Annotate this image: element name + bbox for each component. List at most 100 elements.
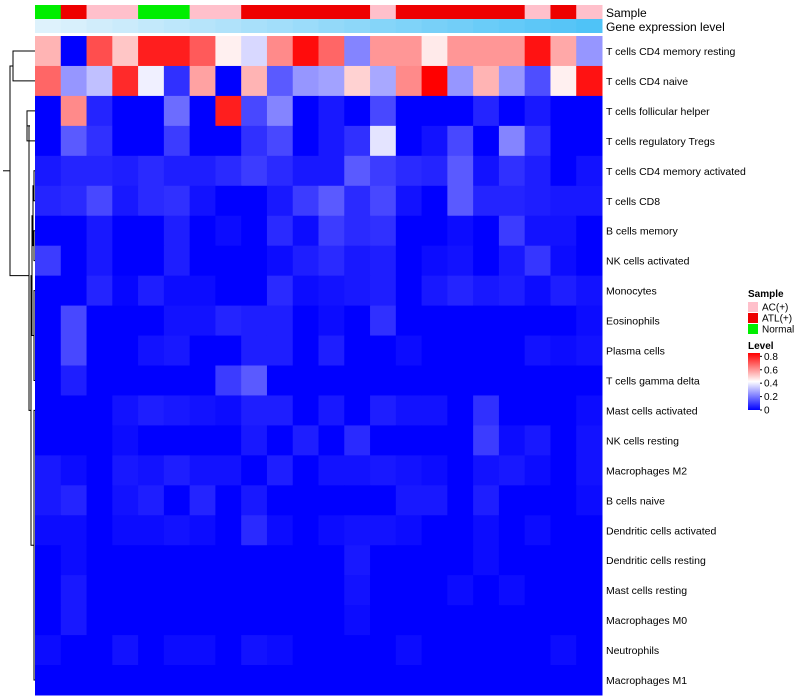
heatmap-cell — [473, 95, 500, 127]
heatmap-cell — [498, 215, 526, 247]
sample-annotation-cell — [524, 5, 551, 19]
heatmap-cell — [241, 36, 268, 67]
heatmap-cell — [395, 635, 423, 666]
heatmap-cell — [189, 575, 216, 606]
heatmap-cell — [421, 215, 448, 247]
heatmap-cell — [344, 245, 371, 277]
heatmap-cell — [395, 545, 423, 576]
legend-entry-label: ATL(+) — [762, 314, 792, 325]
sample-annotation-cell — [498, 5, 526, 19]
heatmap-cell — [163, 425, 191, 456]
legend-swatch — [748, 302, 758, 312]
heatmap-cell — [189, 545, 216, 576]
heatmap-cell — [395, 485, 423, 516]
heatmap-cell — [318, 605, 345, 636]
heatmap-cell — [395, 305, 423, 337]
heatmap-cell — [35, 335, 62, 366]
heatmap-cell — [344, 395, 371, 426]
heatmap-cell — [138, 275, 165, 307]
heatmap-cell — [60, 365, 88, 396]
heatmap-cell — [292, 485, 319, 516]
heatmap-cell — [524, 36, 551, 67]
heatmap-cell — [138, 305, 165, 337]
heatmap-cell — [421, 485, 448, 516]
heatmap-cell — [550, 305, 577, 337]
heatmap-cell — [447, 155, 474, 187]
heatmap-cell — [163, 575, 191, 606]
heatmap-cell — [318, 305, 345, 337]
heatmap-cell — [138, 635, 165, 666]
heatmap-cell — [292, 305, 319, 337]
heatmap-cell — [241, 395, 268, 426]
heatmap-cell — [447, 335, 474, 366]
heatmap-cell — [473, 485, 500, 516]
gene-expression-annotation-cell — [189, 19, 216, 33]
gene-expression-annotation-cell — [266, 19, 294, 33]
sample-annotation-cell — [163, 5, 191, 19]
row-label: T cells follicular helper — [606, 106, 710, 118]
row-label: Monocytes — [606, 286, 657, 298]
heatmap-cell — [60, 545, 88, 576]
heatmap-cell — [447, 95, 474, 127]
heatmap-cell — [318, 65, 345, 97]
heatmap-cell — [112, 245, 139, 277]
heatmap-cell — [215, 395, 242, 426]
heatmap-cell — [138, 455, 165, 486]
heatmap-cell — [447, 425, 474, 456]
heatmap-cell — [215, 455, 242, 486]
sample-annotation-cell — [86, 5, 113, 19]
dendrogram-branch — [28, 125, 31, 411]
heatmap-cell — [163, 485, 191, 516]
legend-swatch — [748, 324, 758, 334]
heatmap-cell — [473, 65, 500, 97]
heatmap-cell — [524, 605, 551, 636]
level-colorbar — [748, 353, 760, 410]
heatmap-cell — [421, 65, 448, 97]
heatmap-cell — [524, 365, 551, 396]
heatmap-cell — [447, 515, 474, 546]
heatmap-cell — [60, 515, 88, 546]
heatmap-cell — [138, 335, 165, 366]
heatmap-cell — [524, 155, 551, 187]
heatmap-cell — [60, 605, 88, 636]
heatmap-cell — [576, 425, 603, 456]
heatmap-cell — [163, 635, 191, 666]
heatmap-cell — [86, 545, 113, 576]
heatmap-cell — [344, 65, 371, 97]
dendrogram-branch — [12, 50, 35, 82]
heatmap-cell — [189, 425, 216, 456]
heatmap-cell — [138, 245, 165, 277]
row-label: T cells CD4 memory resting — [606, 46, 735, 58]
heatmap-cell — [215, 215, 242, 247]
row-label: T cells gamma delta — [606, 375, 700, 387]
heatmap-cell — [163, 155, 191, 187]
heatmap-cell — [576, 395, 603, 426]
heatmap-cell — [344, 545, 371, 576]
heatmap-cell — [241, 95, 268, 127]
sample-annotation-cell — [447, 5, 474, 19]
heatmap-cell — [421, 515, 448, 546]
heatmap-cell — [370, 515, 397, 546]
heatmap-cell — [344, 95, 371, 127]
heatmap-cell — [60, 185, 88, 217]
heatmap-cell — [266, 95, 294, 127]
heatmap-cell — [370, 65, 397, 97]
heatmap-cell — [318, 335, 345, 366]
heatmap-cell — [550, 395, 577, 426]
heatmap-cell — [189, 515, 216, 546]
heatmap-cell — [473, 455, 500, 486]
heatmap-cell — [60, 395, 88, 426]
heatmap-cell — [550, 425, 577, 456]
heatmap-cell — [344, 36, 371, 67]
heatmap-cell — [550, 245, 577, 277]
heatmap-cell — [395, 455, 423, 486]
heatmap-cell — [498, 485, 526, 516]
row-label: Eosinophils — [606, 316, 660, 328]
heatmap-cell — [241, 635, 268, 666]
heatmap-cell — [35, 185, 62, 217]
heatmap-cell — [473, 425, 500, 456]
heatmap-cell — [370, 365, 397, 396]
heatmap-cell — [189, 485, 216, 516]
heatmap-cell — [241, 665, 268, 696]
sample-annotation-cell — [215, 5, 242, 19]
